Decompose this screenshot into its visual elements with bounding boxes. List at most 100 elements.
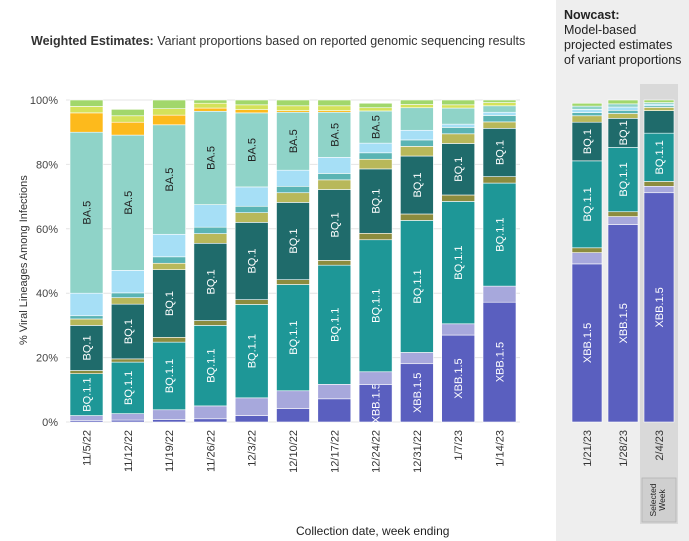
estimate-x-tick-label: 12/24/22: [371, 430, 383, 473]
bar-segment-ba-5: [234, 112, 269, 188]
bar-label: BQ.1.1: [164, 359, 176, 393]
bar-segment-bq-1-other: [111, 358, 145, 363]
nowcast-title-rest: Model-based projected estimates of varia…: [564, 23, 682, 67]
bar-segment-ba-2-75: [400, 104, 434, 109]
bar-segment-bf-7: [69, 318, 104, 326]
estimate-x-tick-label: 11/19/22: [164, 430, 176, 472]
bar-segment-ba-5: [400, 107, 434, 131]
bar-segment-other: [193, 99, 228, 104]
bar-segment-bq-1-1: [400, 220, 434, 353]
bar-segment-bf-7: [193, 233, 228, 244]
bar-segment-xbb-1-5: [571, 263, 603, 423]
bar-segment-bq-1-other: [441, 194, 476, 202]
bar-label: BQ.1.1: [654, 140, 666, 174]
bar-segment-other: [643, 99, 675, 103]
y-tick-label: 20%: [36, 353, 58, 365]
estimate-x-tick-label: 11/5/22: [82, 430, 94, 466]
bar-label: BQ.1.1: [618, 162, 630, 196]
bar-label: XBB.1.5: [495, 342, 507, 382]
bar-segment-other: [152, 99, 186, 109]
bar-label: BQ.1: [288, 228, 300, 253]
bar-segment-bn-1: [571, 112, 603, 117]
bar-label: BA.5: [123, 191, 135, 215]
bar-segment-ba-2-75: [69, 106, 104, 114]
bar-segment-ba-2-75: [276, 105, 310, 111]
bar-segment-xbb-1-5: [276, 408, 310, 423]
y-tick-label: 80%: [36, 159, 58, 171]
bar-segment-bf-7: [400, 146, 434, 157]
bar-segment-xbb-related: [358, 371, 393, 385]
bar-segment-xbb-1-5: [400, 363, 434, 423]
bar-segment-ba-5: [358, 110, 393, 144]
bar-segment-bf-7: [482, 121, 517, 129]
bar-segment-bq-1: [482, 128, 517, 177]
bar-label: XBB.1.5: [453, 358, 465, 398]
bar-segment-bq-1: [607, 118, 639, 148]
bar-segment-other: [358, 102, 393, 109]
bar-segment-bn-1: [317, 173, 352, 181]
bars: BQ.1.1 BQ.1 BA.5 BQ.1.1 BQ.1 BA.5 BQ.1.1 BQ.1 BA…: [69, 99, 675, 424]
bar-segment-other: [69, 99, 104, 107]
bar-segment-xbb-related: [607, 216, 639, 225]
bar-label: BQ.1.1: [288, 321, 300, 355]
bar-label: BQ.1.1: [82, 378, 94, 412]
nowcast-title-bold: Nowcast:: [564, 8, 620, 22]
bar-label: BQ.1: [205, 269, 217, 294]
bar-segment-ba-5-sub: [441, 123, 476, 128]
bar-segment-ba-5-sub: [400, 129, 434, 141]
bar-segment-ba-5-sub: [111, 270, 145, 294]
bar-segment-ba-4-6: [69, 112, 104, 133]
bar-segment-bq-1-1: [152, 341, 186, 411]
bar-segment-xbb-1-5: [152, 419, 186, 423]
bar-segment-xbb-related: [193, 405, 228, 420]
bar-label: BQ.1.1: [329, 308, 341, 342]
bar-segment-other: [400, 99, 434, 105]
bar-segment-bq-1: [193, 242, 228, 321]
bar-label: BQ.1.1: [205, 349, 217, 383]
x-axis-label: Collection date, week ending: [296, 524, 450, 538]
bar-label: BQ.1: [123, 319, 135, 344]
bar-segment-ba-5: [607, 103, 639, 108]
bar-segment-bq-1-1: [317, 264, 352, 385]
bar-segment-bq-1: [234, 222, 269, 300]
bar-label: XBB.1.5: [371, 383, 383, 423]
bar-segment-ba-5-sub: [358, 142, 393, 154]
bar-segment-other: [441, 99, 476, 106]
bar-segment-xbb-1-5: [441, 334, 476, 423]
bar-label: BQ.1: [82, 335, 94, 360]
bar-segment-xbb-related: [111, 413, 145, 421]
bar-segment-ba-4-6: [152, 114, 186, 126]
y-tick-label: 40%: [36, 288, 58, 300]
bar-segment-bq-1: [358, 168, 393, 234]
bar-label: XBB.1.5: [654, 287, 666, 327]
bar-segment-bf-7: [571, 115, 603, 123]
bar-label: BA.5: [288, 129, 300, 153]
bar-segment-xbb-related: [441, 323, 476, 336]
nowcast-x-tick-label: 1/28/23: [618, 430, 630, 467]
bar-segment-bq-1-other: [643, 181, 675, 187]
chart-title-bold: Weighted Estimates:: [31, 34, 154, 48]
estimate-x-tick-label: 11/26/22: [205, 430, 217, 472]
bar-segment-ba-5: [152, 124, 186, 235]
bar-segment-xbb-1-5: [317, 398, 352, 423]
bar-segment-ba-5-sub: [152, 233, 186, 258]
nowcast-x-tick-label: 2/4/23: [654, 430, 666, 461]
bar-segment-bq-1-other: [400, 213, 434, 221]
bar-segment-bn-1: [111, 292, 145, 299]
bar-label: BA.5: [164, 168, 176, 192]
bar-segment-bn-1: [400, 139, 434, 147]
bar-segment-ba-5-sub: [317, 157, 352, 174]
bar-segment-xbb-related: [643, 185, 675, 194]
bar-label: BA.5: [247, 138, 259, 162]
bar-label: BQ.1.1: [371, 289, 383, 323]
bar-segment-bq-1: [276, 202, 310, 280]
bar-segment-xbb-related: [400, 352, 434, 365]
bar-segment-ba-5-sub: [193, 204, 228, 228]
bar-segment-other: [234, 99, 269, 106]
bar-label: BQ.1: [412, 172, 424, 197]
bar-segment-bq-1-other: [69, 370, 104, 375]
bar-segment-xbb-related: [152, 409, 186, 420]
bar-label: BA.5: [329, 123, 341, 147]
bar-segment-bq-1-other: [276, 279, 310, 285]
